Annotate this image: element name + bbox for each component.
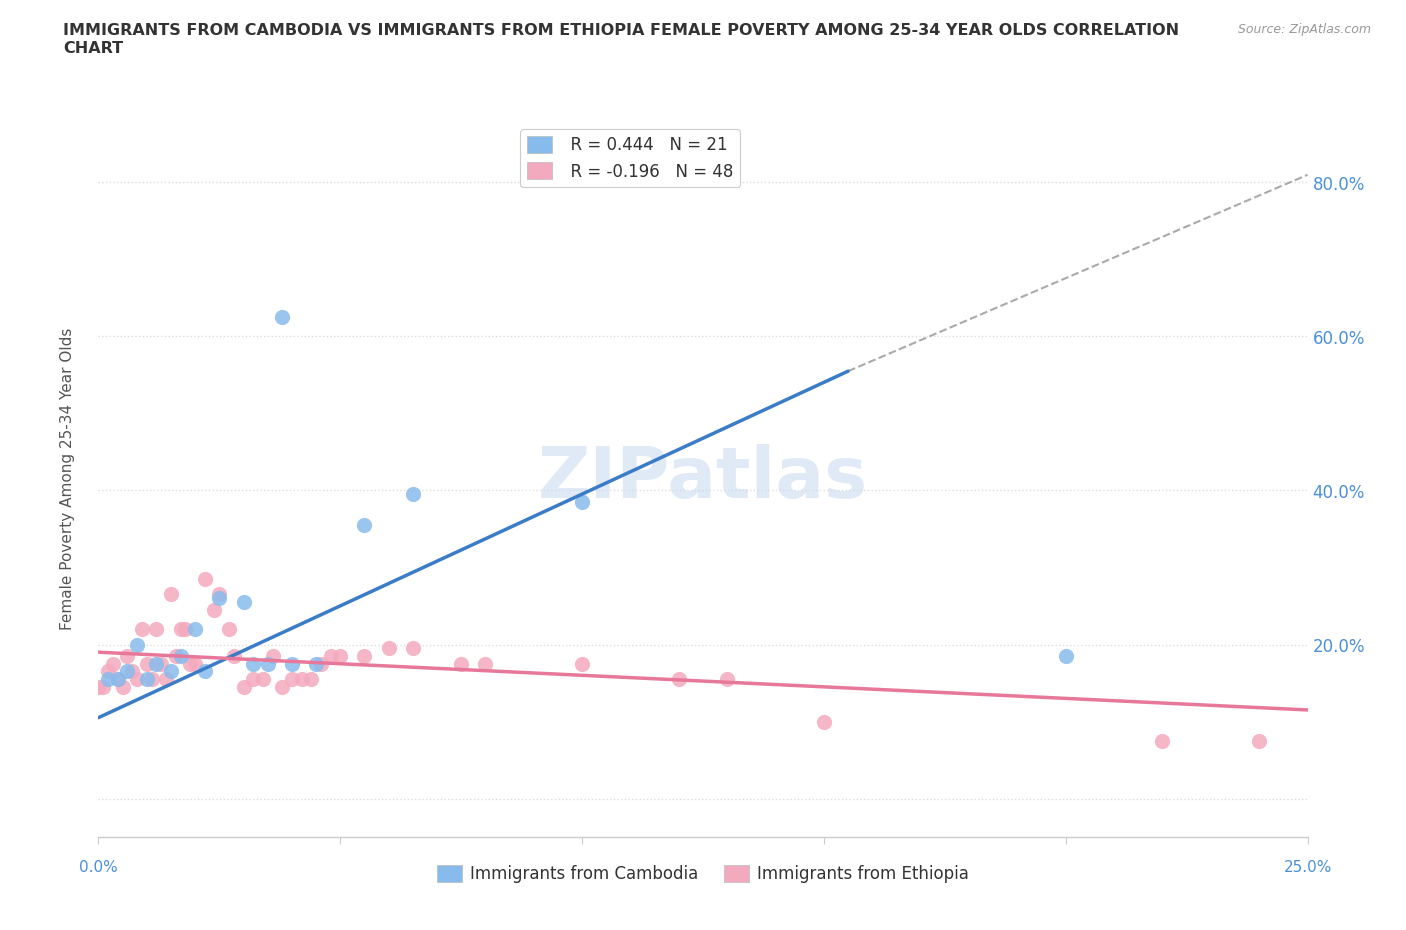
- Legend: Immigrants from Cambodia, Immigrants from Ethiopia: Immigrants from Cambodia, Immigrants fro…: [430, 858, 976, 889]
- Point: [97, 671, 120, 686]
- Point: [160, 587, 183, 602]
- Point: [184, 621, 207, 636]
- Point: [150, 657, 173, 671]
- Point: [271, 310, 294, 325]
- Point: [1249, 734, 1271, 749]
- Point: [232, 594, 254, 609]
- Y-axis label: Female Poverty Among 25-34 Year Olds: Female Poverty Among 25-34 Year Olds: [60, 327, 75, 631]
- Point: [271, 680, 294, 695]
- Point: [1054, 648, 1077, 663]
- Point: [242, 657, 264, 671]
- Point: [716, 671, 738, 686]
- Point: [450, 657, 472, 671]
- Point: [107, 671, 129, 686]
- Point: [165, 648, 187, 663]
- Point: [474, 657, 496, 671]
- Point: [309, 657, 332, 671]
- Point: [668, 671, 690, 686]
- Point: [305, 657, 328, 671]
- Point: [208, 587, 231, 602]
- Point: [131, 621, 153, 636]
- Point: [135, 657, 157, 671]
- Point: [1152, 734, 1174, 749]
- Point: [111, 680, 134, 695]
- Text: ZIPatlas: ZIPatlas: [538, 445, 868, 513]
- Point: [256, 657, 278, 671]
- Point: [179, 657, 201, 671]
- Text: 0.0%: 0.0%: [79, 859, 118, 875]
- Point: [97, 664, 120, 679]
- Point: [101, 657, 124, 671]
- Point: [242, 671, 264, 686]
- Point: [204, 603, 226, 618]
- Point: [377, 641, 399, 656]
- Point: [571, 657, 593, 671]
- Point: [127, 637, 149, 652]
- Point: [299, 671, 322, 686]
- Point: [174, 621, 197, 636]
- Point: [281, 657, 304, 671]
- Point: [353, 518, 375, 533]
- Point: [218, 621, 240, 636]
- Point: [169, 621, 191, 636]
- Point: [107, 671, 129, 686]
- Point: [127, 671, 149, 686]
- Point: [571, 495, 593, 510]
- Point: [121, 664, 143, 679]
- Point: [91, 680, 114, 695]
- Text: IMMIGRANTS FROM CAMBODIA VS IMMIGRANTS FROM ETHIOPIA FEMALE POVERTY AMONG 25-34 : IMMIGRANTS FROM CAMBODIA VS IMMIGRANTS F…: [63, 23, 1180, 56]
- Point: [252, 671, 274, 686]
- Point: [402, 487, 425, 502]
- Point: [160, 664, 183, 679]
- Point: [290, 671, 312, 686]
- Point: [813, 714, 835, 729]
- Point: [145, 657, 167, 671]
- Point: [281, 671, 304, 686]
- Point: [87, 680, 110, 695]
- Text: Source: ZipAtlas.com: Source: ZipAtlas.com: [1237, 23, 1371, 36]
- Text: 25.0%: 25.0%: [1284, 859, 1331, 875]
- Point: [222, 648, 245, 663]
- Point: [141, 671, 163, 686]
- Point: [208, 591, 231, 605]
- Point: [117, 664, 139, 679]
- Point: [155, 671, 177, 686]
- Point: [232, 680, 254, 695]
- Point: [402, 641, 425, 656]
- Point: [353, 648, 375, 663]
- Point: [145, 621, 167, 636]
- Point: [184, 657, 207, 671]
- Point: [169, 648, 191, 663]
- Point: [194, 664, 217, 679]
- Point: [329, 648, 352, 663]
- Point: [194, 572, 217, 587]
- Point: [135, 671, 157, 686]
- Point: [319, 648, 342, 663]
- Point: [117, 648, 139, 663]
- Point: [262, 648, 284, 663]
